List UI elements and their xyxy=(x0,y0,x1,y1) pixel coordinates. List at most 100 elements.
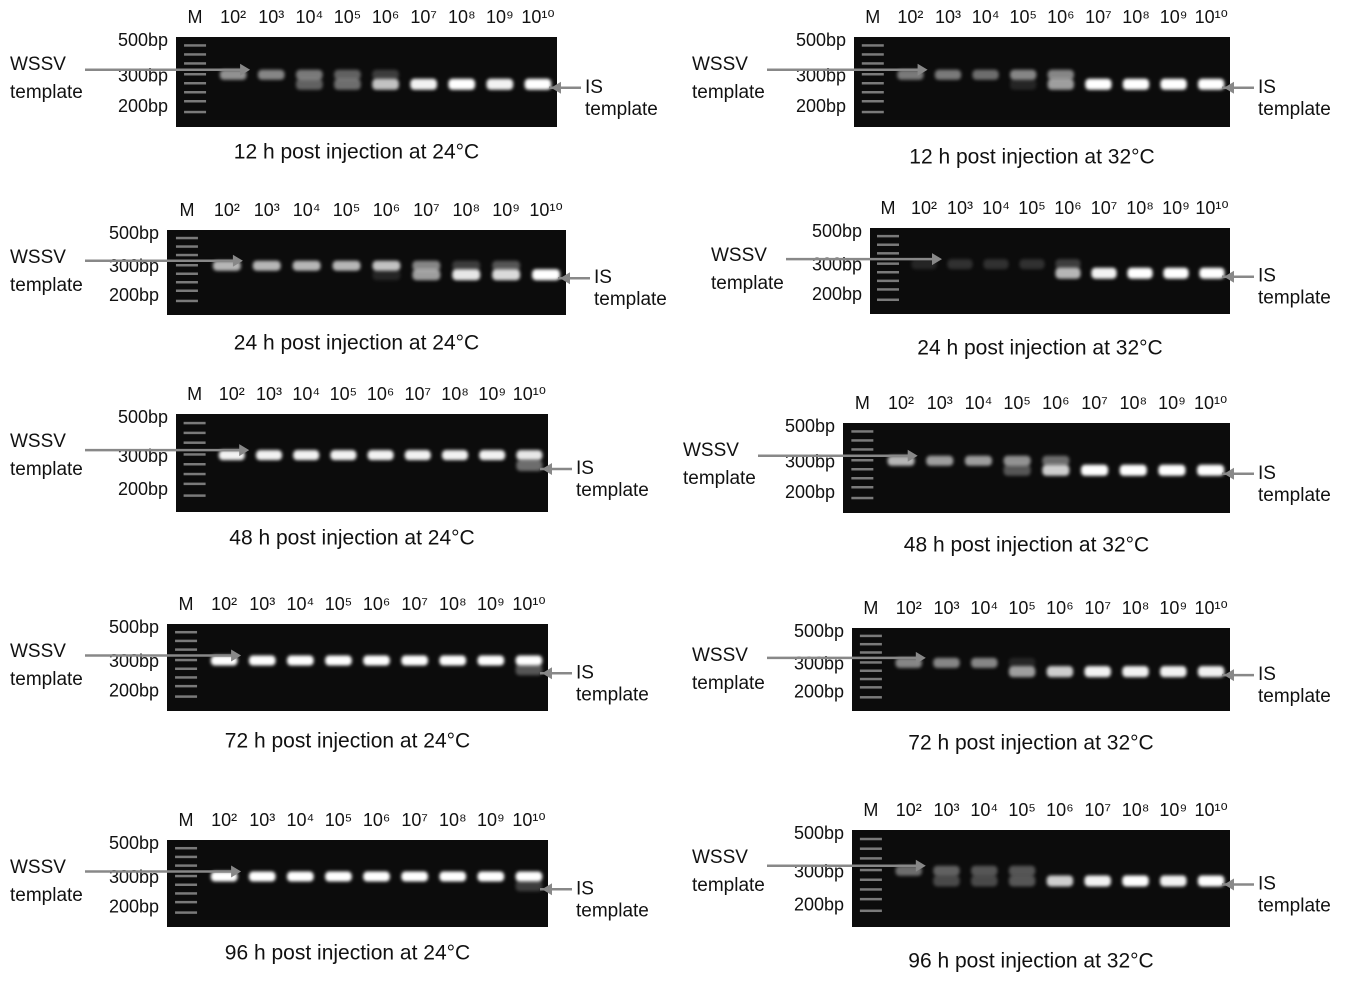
lane-label: 10² xyxy=(214,200,240,220)
wssv-band xyxy=(368,450,394,460)
is-band xyxy=(1198,875,1224,886)
gel-image xyxy=(167,624,548,711)
is-label: IS xyxy=(585,77,603,98)
ladder-band xyxy=(184,483,206,486)
lane-label: M xyxy=(188,7,203,27)
lane-label: 10³ xyxy=(933,598,959,618)
ladder-band xyxy=(860,670,882,673)
is-band xyxy=(1120,465,1147,476)
is-band xyxy=(525,79,552,90)
wssv-band xyxy=(401,872,428,882)
wssv-label: template xyxy=(711,273,784,294)
marker-label: 300bp xyxy=(794,653,844,673)
wssv-band xyxy=(249,656,276,666)
ladder-band xyxy=(184,441,206,444)
lane-label: 10⁷ xyxy=(410,7,437,27)
ladder-band xyxy=(184,422,206,425)
wssv-band xyxy=(1042,456,1069,466)
lane-label: 10⁷ xyxy=(401,810,428,830)
ladder-band xyxy=(862,53,884,56)
lane-label: 10³ xyxy=(256,384,282,404)
ladder-band xyxy=(877,271,899,274)
marker-label: 500bp xyxy=(796,30,846,50)
ladder-band xyxy=(851,439,873,442)
marker-label: 300bp xyxy=(109,651,159,671)
lane-label: 10² xyxy=(211,810,237,830)
is-band xyxy=(516,664,543,675)
wssv-band xyxy=(516,872,543,882)
lane-label: 10⁵ xyxy=(334,7,361,27)
ladder-band xyxy=(184,62,206,64)
ladder-band xyxy=(184,53,206,56)
is-band xyxy=(1199,268,1224,279)
marker-label: 500bp xyxy=(109,833,159,853)
ladder-band xyxy=(184,73,206,76)
lane-label: 10⁸ xyxy=(452,200,480,220)
ladder-band xyxy=(851,486,873,489)
is-band xyxy=(410,79,437,90)
gel-panel: M10²10³10⁴10⁵10⁶10⁷10⁸10⁹10¹⁰500bp300bp2… xyxy=(10,594,649,753)
ladder-band xyxy=(175,685,197,688)
marker-label: 200bp xyxy=(118,479,168,499)
lane-label: 10⁹ xyxy=(1159,800,1187,820)
is-band xyxy=(372,79,399,90)
lane-label: 10⁶ xyxy=(1046,800,1073,820)
ladder-band xyxy=(175,695,197,698)
panel-caption: 48 h post injection at 32°C xyxy=(904,534,1149,557)
lane-label: 10⁴ xyxy=(293,200,321,220)
wssv-band xyxy=(363,656,390,666)
lane-label: 10⁴ xyxy=(292,384,320,404)
is-band xyxy=(334,79,361,90)
ladder-band xyxy=(862,82,884,85)
lane-label: 10⁷ xyxy=(413,200,440,220)
gel-panel: M10²10³10⁴10⁵10⁶10⁷10⁸10⁹10¹⁰500bp300bp2… xyxy=(10,200,667,355)
is-band xyxy=(1122,666,1148,677)
ladder-band xyxy=(860,696,882,699)
is-band xyxy=(1197,465,1224,476)
marker-label: 200bp xyxy=(794,681,844,701)
lane-label: 10¹⁰ xyxy=(1195,198,1228,218)
lane-label: 10³ xyxy=(249,810,275,830)
ladder-band xyxy=(184,463,206,466)
lane-label: M xyxy=(865,7,880,27)
ladder-band xyxy=(175,676,197,679)
is-band xyxy=(1091,268,1116,279)
wssv-band xyxy=(296,70,323,80)
is-band xyxy=(487,79,514,90)
ladder-band xyxy=(175,856,197,859)
is-band xyxy=(1010,79,1036,90)
lane-label: M xyxy=(179,200,194,220)
is-label: IS xyxy=(1258,77,1276,98)
marker-label: 500bp xyxy=(118,407,168,427)
wssv-band xyxy=(333,261,361,271)
wssv-band xyxy=(287,872,314,882)
is-band xyxy=(1009,875,1035,886)
is-band xyxy=(492,269,520,280)
lane-label: 10⁴ xyxy=(965,393,993,413)
marker-label: 200bp xyxy=(785,482,835,502)
lane-label: 10³ xyxy=(927,393,953,413)
marker-label: 200bp xyxy=(109,681,159,701)
lane-label: 10² xyxy=(220,7,246,27)
lane-label: 10⁸ xyxy=(448,7,476,27)
is-label: IS xyxy=(576,458,594,479)
is-band xyxy=(1160,666,1186,677)
is-band xyxy=(1084,875,1110,886)
lane-label: 10² xyxy=(219,384,245,404)
lane-label: 10⁷ xyxy=(405,384,432,404)
lane-label: 10⁹ xyxy=(492,200,520,220)
figure: M 10² 10³ 10⁴ 10⁵ 10⁶ 10⁷ 10⁸ 10⁹ 10¹⁰ 500bp 300bp 2… xyxy=(0,0,1352,976)
lane-label: 10¹⁰ xyxy=(1195,7,1228,27)
ladder-band xyxy=(851,430,873,433)
ladder-band xyxy=(860,898,882,901)
ladder-band xyxy=(175,668,197,671)
is-band xyxy=(1158,465,1185,476)
marker-label: 500bp xyxy=(794,621,844,641)
marker-label: 500bp xyxy=(785,416,835,436)
marker-label: 200bp xyxy=(109,285,159,305)
lane-label: 10⁵ xyxy=(1009,7,1036,27)
panel-caption: 96 h post injection at 32°C xyxy=(908,950,1153,973)
wssv-band xyxy=(439,872,466,882)
ladder-band xyxy=(176,254,198,256)
